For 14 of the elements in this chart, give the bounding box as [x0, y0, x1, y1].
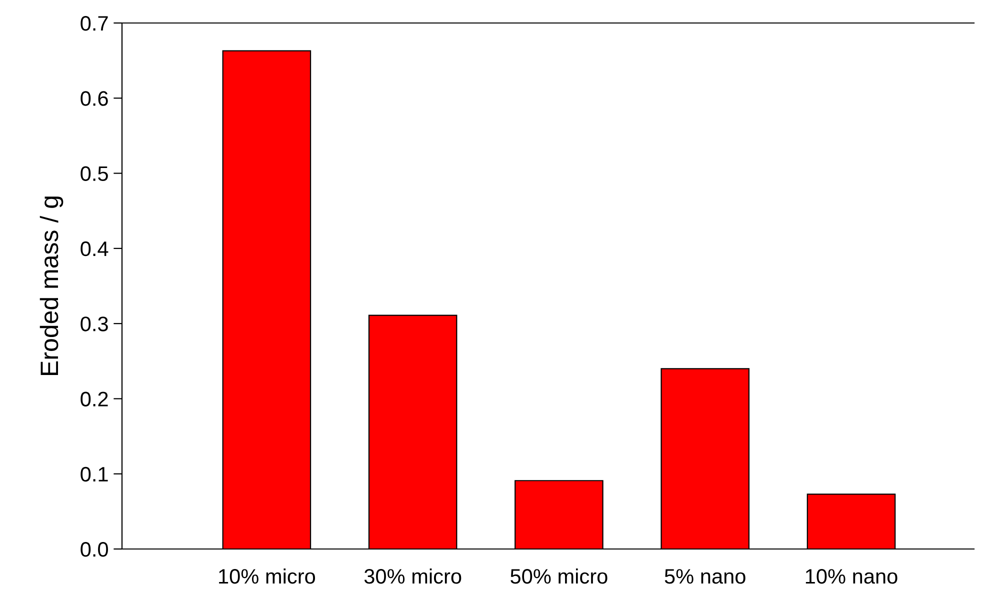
y-tick-label: 0.2: [80, 392, 108, 406]
x-tick-label: 10% nano: [806, 568, 898, 584]
x-tick-label: 5% nano: [664, 569, 746, 584]
y-tick-label: 0.3: [80, 316, 108, 332]
x-tick-label: 30% micro: [364, 568, 462, 584]
x-tick-label: 50% micro: [510, 568, 608, 584]
y-tick-label: 0.1: [80, 466, 108, 482]
y-tick-label: 0.6: [80, 91, 108, 106]
y-tick-label: 0.7: [80, 16, 108, 31]
y-tick-label: 0.5: [80, 166, 108, 182]
x-tick-label: 10% micro: [219, 568, 316, 584]
y-tick-label: 0.4: [80, 241, 108, 256]
y-tick-label: 0.0: [80, 542, 108, 557]
y-axis-title: Eroded mass / g: [40, 196, 64, 375]
